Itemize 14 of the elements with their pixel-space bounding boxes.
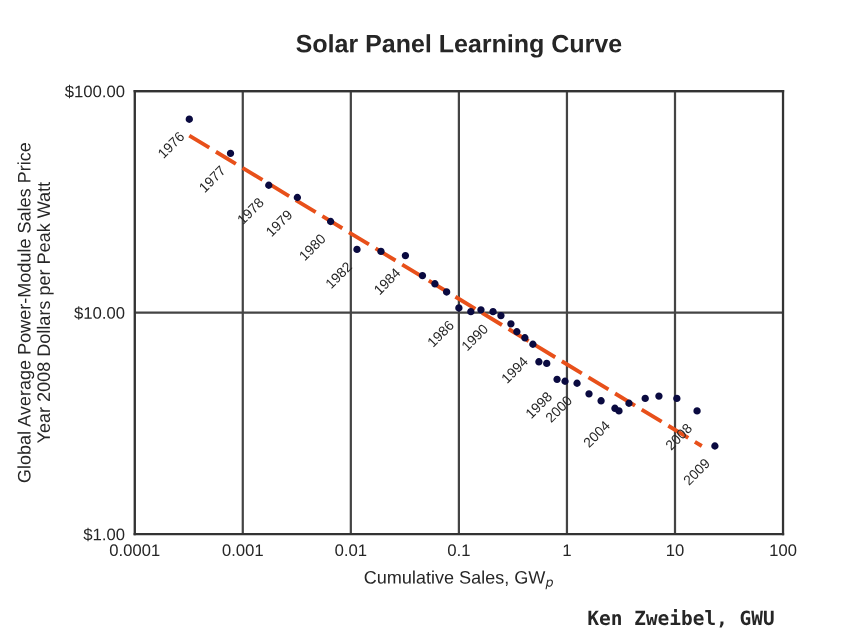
y-tick-label: $100.00 (64, 84, 125, 99)
x-tick-label: 0.01 (335, 544, 367, 557)
x-tick-label: 100 (770, 544, 797, 557)
x-axis-title: Cumulative Sales, GW$_{p}$ (364, 570, 553, 590)
x-tick-label: 10 (667, 544, 684, 557)
y-axis-title: Global Average Power-Module Sales Price Year 2008 Dollars per Peak Watt (17, 142, 54, 483)
text: Ken Zweibel, GWU (588, 609, 774, 628)
chart-title: Solar Panel Learning Curve (296, 34, 622, 58)
x-tick-label: 0.001 (222, 544, 263, 557)
y-tick-label: $10.00 (74, 306, 125, 320)
x-tick-label: 1 (563, 544, 571, 556)
y-tick-label: $1.00 (83, 527, 125, 542)
x-tick-label: 0.1 (447, 544, 470, 557)
x-tick-label: 0.0001 (109, 544, 160, 557)
